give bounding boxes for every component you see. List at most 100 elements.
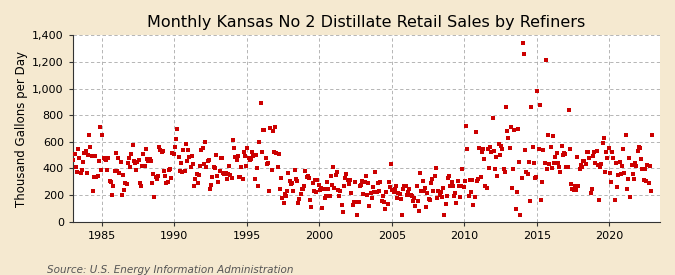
Point [417,179,428,183]
Point [637,167,648,172]
Point [107,193,117,197]
Point [93,158,104,163]
Point [78,160,88,164]
Point [451,201,462,205]
Point [550,155,561,160]
Point [468,202,479,207]
Point [167,151,178,155]
Point [456,184,466,188]
Point [74,156,85,160]
Point [352,213,362,217]
Point [440,202,451,207]
Point [632,148,643,153]
Point [338,210,348,214]
Point [374,189,385,193]
Point [157,149,168,153]
Point [68,158,79,162]
Point [196,148,207,152]
Point [336,203,347,207]
Point [188,162,198,166]
Point [82,153,93,157]
Point [176,161,186,165]
Point [445,183,456,188]
Point [628,172,639,177]
Point [226,176,237,180]
Point [312,178,323,182]
Point [148,172,159,176]
Point [543,133,554,137]
Point [448,183,458,188]
Point [495,152,506,157]
Point [87,189,98,193]
Point [364,204,375,208]
Point [258,128,269,132]
Point [348,200,359,205]
Point [568,188,579,192]
Point [111,169,122,174]
Point [549,161,560,165]
Point [254,140,265,144]
Point [391,183,402,188]
Point [238,150,249,154]
Point [553,161,564,165]
Point [305,198,316,203]
Point [131,168,142,172]
Point [344,182,354,186]
Point [331,170,342,174]
Point [302,174,313,178]
Point [263,160,273,165]
Point [192,180,203,185]
Point [341,172,352,176]
Point [622,186,632,191]
Point [323,186,333,191]
Point [307,181,318,185]
Point [159,169,169,173]
Point [595,165,605,170]
Point [163,168,174,172]
Point [429,174,440,178]
Point [72,169,82,174]
Point [512,126,523,131]
Point [115,160,126,164]
Point [363,181,374,186]
Point [247,150,258,155]
Point [613,173,624,177]
Point [279,191,290,196]
Point [153,174,163,178]
Point [457,167,468,171]
Point [317,206,327,210]
Point [101,158,111,163]
Point [346,191,356,195]
Point [619,171,630,175]
Point [501,105,512,109]
Point [406,194,417,198]
Point [173,155,184,159]
Point [229,146,240,150]
Point [547,166,558,170]
Point [171,137,182,142]
Point [311,190,322,194]
Point [518,52,529,56]
Point [376,199,387,203]
Point [278,200,289,205]
Point [487,116,498,120]
Point [639,178,649,182]
Point [581,150,592,154]
Point [396,196,406,201]
Point [560,152,570,157]
Point [399,183,410,188]
Point [347,203,358,207]
Point [265,125,276,130]
Point [618,146,628,151]
Point [308,189,319,194]
Point [316,186,327,190]
Point [591,148,602,153]
Point [122,182,132,186]
Point [231,158,242,162]
Point [393,191,404,195]
Point [634,146,645,151]
Point [156,149,167,154]
Point [545,145,556,150]
Point [155,148,166,152]
Point [354,184,365,189]
